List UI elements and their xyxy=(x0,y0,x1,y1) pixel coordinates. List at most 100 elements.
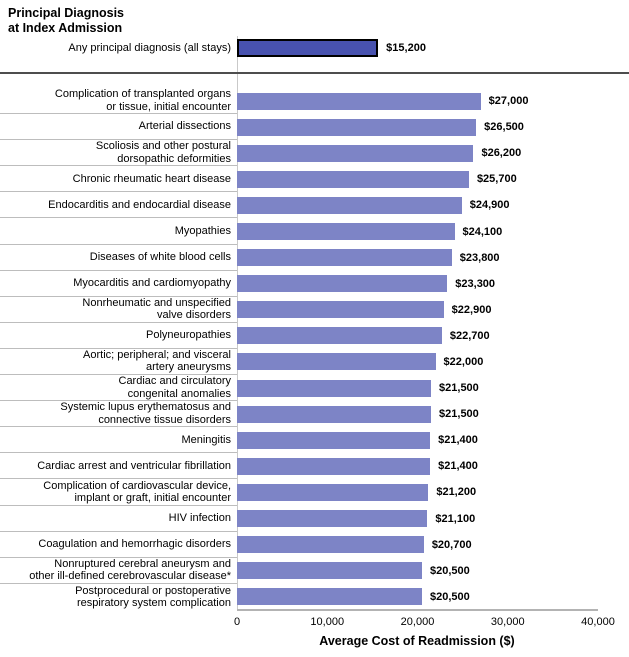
bar xyxy=(237,223,455,241)
bar xyxy=(237,405,432,423)
bar xyxy=(237,536,424,554)
chart-row: Meningitis $21,400 xyxy=(0,427,629,454)
chart-title-line2: at Index Admission xyxy=(8,21,123,35)
chart-row: Endocarditis and endocardial disease $24,… xyxy=(0,192,629,219)
bar xyxy=(237,562,422,580)
bar-label: Complication of transplanted organs or ti… xyxy=(0,88,237,115)
bar-label: Nonrheumatic and unspecified valve disord… xyxy=(0,297,237,323)
reference-bar xyxy=(237,39,379,57)
divider-line xyxy=(0,72,629,74)
bar-cell: $22,000 xyxy=(237,349,629,375)
bar-value: $22,000 xyxy=(443,355,484,368)
bar-label: Postprocedural or postoperative respirato… xyxy=(75,584,231,609)
bar-value: $21,400 xyxy=(438,460,478,473)
bar xyxy=(237,92,481,110)
bar-cell: $21,400 xyxy=(237,453,629,479)
chart-row: Diseases of white blood cells $23,800 xyxy=(0,245,629,271)
bar-label: Cardiac arrest and ventricular fibrillat… xyxy=(0,453,237,480)
bar-cell: $24,900 xyxy=(237,192,629,218)
bar-cell: $24,100 xyxy=(237,218,629,244)
x-axis-title: Average Cost of Readmission ($) xyxy=(319,634,515,648)
bar-label: Polyneuropathies xyxy=(0,323,237,349)
bar-label: Aortic; peripheral; and visceral artery a… xyxy=(0,349,237,376)
bar-value: $26,200 xyxy=(481,147,522,160)
chart-row: Postprocedural or postoperative respirato… xyxy=(0,584,629,610)
bar-label: HIV infection xyxy=(0,506,237,532)
bar-label: Scoliosis and other postural dorsopathic … xyxy=(0,140,237,167)
bar-cell: $26,500 xyxy=(237,114,629,140)
bar-label: Coagulation and hemorrhagic disorders xyxy=(0,532,237,558)
bar-value: $25,700 xyxy=(476,173,517,186)
bar-cell: $21,500 xyxy=(237,401,629,427)
chart-row: HIV infection $21,100 xyxy=(0,506,629,532)
bar-label: Endocarditis and endocardial disease xyxy=(0,192,237,219)
bar-cell: $21,200 xyxy=(237,479,629,505)
x-axis-line xyxy=(237,609,598,611)
chart-row: Arterial dissections $26,500 xyxy=(0,114,629,141)
bar-label: Cardiac and circulatory congenital anomal… xyxy=(0,375,237,402)
bar xyxy=(237,483,429,501)
bar xyxy=(237,510,428,528)
reference-bar-cell: $15,200 xyxy=(237,39,629,57)
y-axis-line xyxy=(237,36,238,609)
x-axis-tick-label: 30,000 xyxy=(490,616,525,628)
bar-cell: $21,400 xyxy=(237,427,629,453)
bar-cell: $23,300 xyxy=(237,271,629,297)
bar xyxy=(237,144,474,162)
chart-row: Nonruptured cerebral aneurysm and other i… xyxy=(0,558,629,584)
chart-row: Nonrheumatic and unspecified valve disord… xyxy=(0,297,629,323)
bar-rows: Complication of transplanted organs or ti… xyxy=(0,88,629,610)
bar-label: Complication of cardiovascular device, im… xyxy=(0,479,237,506)
bar-label: Chronic rheumatic heart disease xyxy=(0,166,237,193)
bar-value: $21,400 xyxy=(438,434,478,447)
bar-cell: $26,200 xyxy=(237,140,629,166)
chart-row: Scoliosis and other postural dorsopathic … xyxy=(0,140,629,167)
bar-value: $22,900 xyxy=(451,303,492,316)
bar-cell: $25,700 xyxy=(237,166,629,192)
bar-value: $21,500 xyxy=(439,382,479,395)
bar-cell: $20,700 xyxy=(237,532,629,558)
bar xyxy=(237,327,442,345)
bar xyxy=(237,118,477,136)
bar-label: Meningitis xyxy=(0,427,237,454)
bar xyxy=(237,275,448,293)
chart-row: Aortic; peripheral; and visceral artery a… xyxy=(0,349,629,376)
bar-label: Myopathies xyxy=(0,218,237,245)
bar-value: $24,900 xyxy=(469,199,510,212)
bar-value: $24,100 xyxy=(462,225,503,238)
bar xyxy=(237,431,431,449)
bar-cell: $20,500 xyxy=(237,584,629,610)
bar xyxy=(237,301,444,319)
bar-value: $26,500 xyxy=(484,121,524,134)
bar-value: $23,300 xyxy=(455,277,496,290)
bar-label: Diseases of white blood cells xyxy=(0,245,237,271)
bar xyxy=(237,353,436,371)
bar-value: $21,200 xyxy=(436,486,477,499)
bar-cell: $22,900 xyxy=(237,297,629,323)
bar-cell: $27,000 xyxy=(237,88,629,114)
bar-label: Myocarditis and cardiomyopathy xyxy=(0,271,237,297)
bar xyxy=(237,196,462,214)
x-axis-tick-label: 40,000 xyxy=(581,616,615,628)
bar-cell: $21,100 xyxy=(237,506,629,532)
chart-row: Cardiac arrest and ventricular fibrillat… xyxy=(0,453,629,480)
bar-value: $20,500 xyxy=(430,590,470,603)
chart-title-line1: Principal Diagnosis xyxy=(8,6,125,20)
bar-cell: $20,500 xyxy=(237,558,629,584)
chart-row: Chronic rheumatic heart disease $25,700 xyxy=(0,166,629,193)
reference-row: Any principal diagnosis (all stays) $15,… xyxy=(0,38,629,58)
chart-row: Myocarditis and cardiomyopathy $23,300 xyxy=(0,271,629,297)
x-axis-tick-label: 20,000 xyxy=(400,616,435,628)
bar-value: $22,700 xyxy=(449,329,490,342)
bar xyxy=(237,457,431,475)
bar-cell: $23,800 xyxy=(237,245,629,271)
bar xyxy=(237,170,469,188)
bar-label: Nonruptured cerebral aneurysm and other i… xyxy=(0,558,237,584)
chart-title: Principal Diagnosis at Index Admission xyxy=(8,6,124,36)
bar-cell: $21,500 xyxy=(237,375,629,401)
chart-row: Complication of cardiovascular device, im… xyxy=(0,479,629,506)
bar-label: Systemic lupus erythematosus and connecti… xyxy=(0,401,237,428)
bar xyxy=(237,588,422,606)
chart-row: Myopathies $24,100 xyxy=(0,218,629,245)
bar-label: Arterial dissections xyxy=(0,114,237,141)
